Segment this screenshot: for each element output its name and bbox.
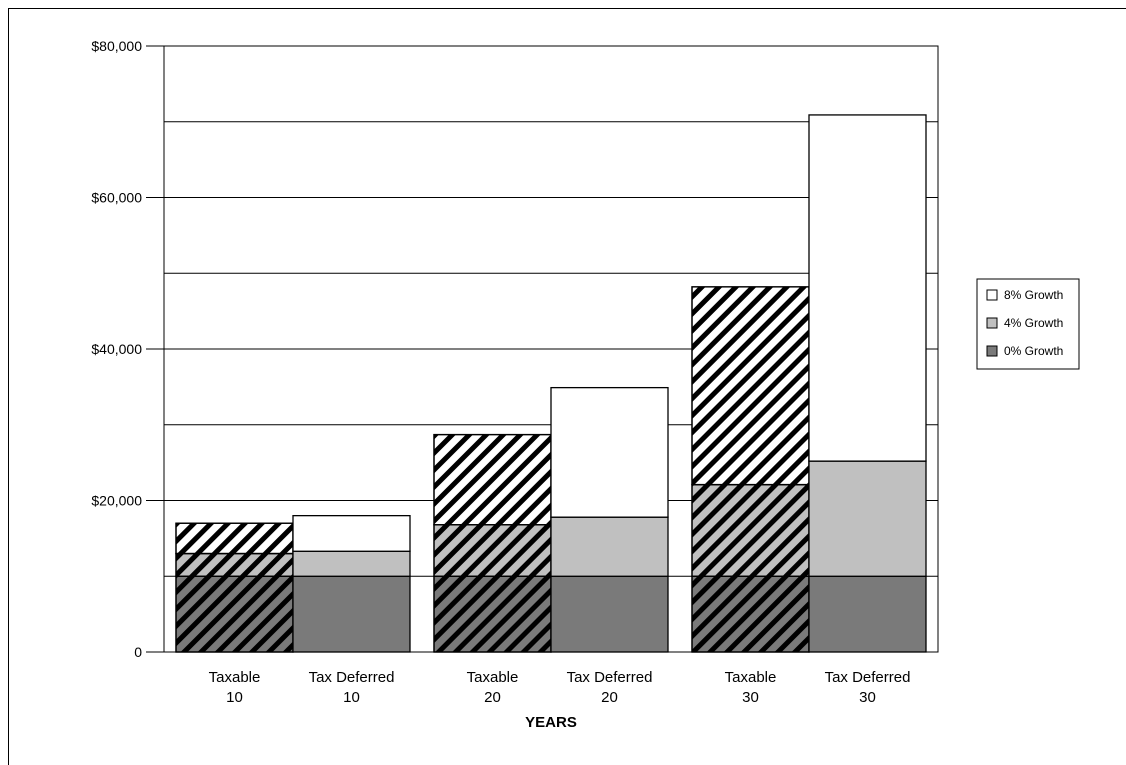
bar-segment-8-growth [292, 514, 411, 552]
bar-hatch-overlay [691, 575, 810, 653]
bar-hatch-overlay [433, 524, 552, 577]
bar-segment-4-growth [292, 550, 411, 577]
stacked-bar-chart: 0 $20,000 $40,000 $60,000 $80,000 Taxable 10 Ta… [91, 38, 1080, 731]
bar-hatch-overlay [175, 575, 294, 653]
bar-hatch-overlay [175, 522, 294, 555]
bar-segment-0-growth [292, 575, 411, 653]
category-label-line2: 30 [742, 689, 759, 706]
category-label-line2: 20 [484, 689, 501, 706]
category-label-line2: 30 [859, 689, 876, 706]
category-label-line1: Tax Deferred [309, 669, 395, 686]
chart-frame: 0 $20,000 $40,000 $60,000 $80,000 Taxable 10 Ta… [8, 8, 1126, 765]
bar-hatch-overlay [433, 575, 552, 653]
x-axis-title: YEARS [525, 714, 577, 731]
legend-label: 4% Growth [1004, 316, 1063, 330]
bar-segment-4-growth [808, 460, 927, 577]
bar-segment-8-growth [808, 114, 927, 462]
category-label-line1: Taxable [467, 669, 519, 686]
legend-swatch [986, 289, 998, 301]
bar-segment-0-growth [550, 575, 669, 653]
y-tick-label: $80,000 [91, 38, 142, 54]
bar-hatch-overlay [691, 483, 810, 577]
y-tick-label: 0 [134, 644, 142, 660]
bar-hatch-overlay [691, 286, 810, 486]
category-label-line1: Taxable [209, 669, 261, 686]
category-label-line1: Tax Deferred [567, 669, 653, 686]
category-label-line2: 10 [343, 689, 360, 706]
y-tick-label: $40,000 [91, 341, 142, 357]
legend-swatch [986, 317, 998, 329]
bar-hatch-overlay [433, 433, 552, 526]
bar-segment-4-growth [550, 516, 669, 577]
category-label-line2: 10 [226, 689, 243, 706]
y-tick-label: $20,000 [91, 493, 142, 509]
bar-hatch-overlay [175, 552, 294, 577]
bar-segment-8-growth [550, 386, 669, 518]
legend-swatch [986, 345, 998, 357]
y-tick-label: $60,000 [91, 190, 142, 206]
bar-segment-0-growth [808, 575, 927, 653]
legend-label: 8% Growth [1004, 288, 1063, 302]
category-label-line2: 20 [601, 689, 618, 706]
category-label-line1: Tax Deferred [825, 669, 911, 686]
category-label-line1: Taxable [725, 669, 777, 686]
legend-label: 0% Growth [1004, 344, 1063, 358]
